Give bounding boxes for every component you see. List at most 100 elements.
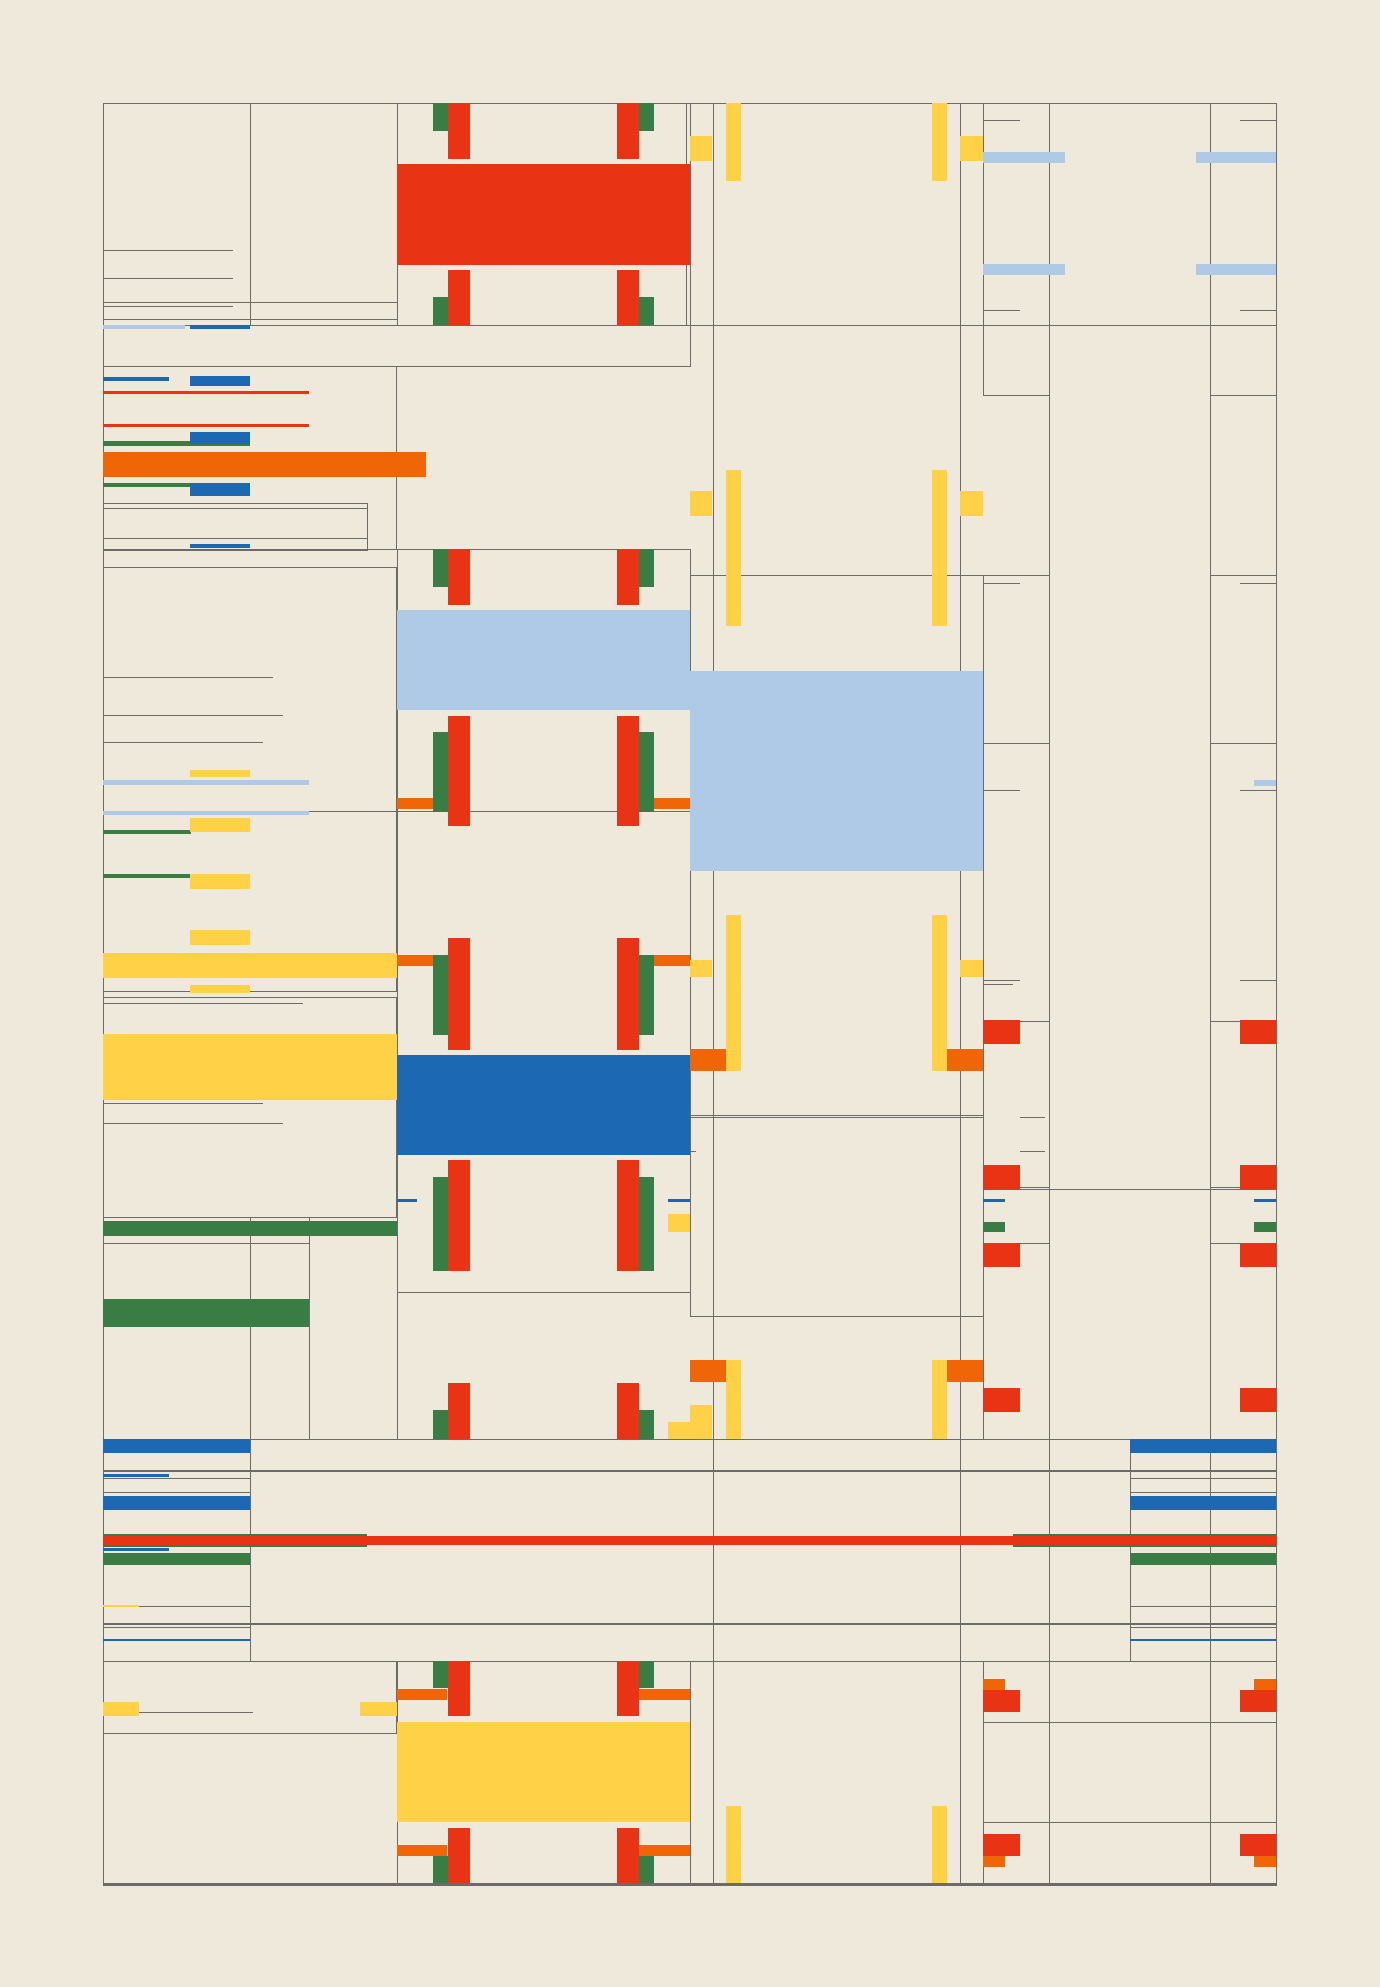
blue-block xyxy=(190,483,250,496)
yellow-block xyxy=(690,136,712,161)
green-block xyxy=(639,732,654,812)
green-block xyxy=(639,297,654,325)
yellow-block xyxy=(932,1806,947,1883)
red-block xyxy=(1240,1388,1276,1412)
green-block xyxy=(433,1410,448,1439)
green-block xyxy=(433,297,448,325)
red-block xyxy=(448,1160,470,1271)
red-block xyxy=(983,1690,1020,1712)
yellow-block xyxy=(726,915,741,1071)
outline-frame xyxy=(103,1623,1277,1625)
outline-frame xyxy=(103,1470,1277,1472)
orange-block xyxy=(397,955,433,966)
yellow-block xyxy=(190,818,250,832)
green-block xyxy=(103,483,250,487)
red-block xyxy=(448,270,470,325)
green-block xyxy=(433,955,448,1035)
green-block xyxy=(1130,1553,1276,1565)
red-block xyxy=(448,549,470,605)
red-block xyxy=(617,103,639,159)
orange-block xyxy=(1254,1679,1276,1690)
red-block xyxy=(448,1828,470,1883)
orange-block xyxy=(983,1679,1005,1690)
yellow-block xyxy=(960,491,983,516)
blue-block xyxy=(1130,1496,1276,1510)
outline-frame xyxy=(103,1883,1277,1885)
orange-block xyxy=(983,1856,1005,1867)
yellow-block xyxy=(397,1722,690,1822)
green-block xyxy=(103,1545,367,1547)
yellow-block xyxy=(690,960,712,977)
orange-block xyxy=(397,1845,447,1856)
green-block xyxy=(433,1661,448,1688)
orange-block xyxy=(103,452,426,477)
yellow-block xyxy=(103,1702,139,1716)
green-block xyxy=(433,549,448,587)
blue-block xyxy=(397,1199,417,1202)
green-block xyxy=(433,1177,448,1271)
green-block xyxy=(1013,1545,1276,1547)
orange-block xyxy=(947,1360,983,1382)
orange-block xyxy=(654,955,690,966)
yellow-block xyxy=(103,1034,397,1100)
light-blue-block xyxy=(103,780,309,785)
red-block xyxy=(1240,1165,1276,1189)
yellow-block xyxy=(726,103,741,181)
red-block xyxy=(103,391,309,394)
red-block xyxy=(448,1661,470,1716)
yellow-block xyxy=(190,985,250,993)
green-block xyxy=(103,441,250,446)
green-block xyxy=(103,874,191,878)
red-block xyxy=(617,549,639,605)
red-block xyxy=(1240,1690,1276,1712)
yellow-block xyxy=(960,136,983,161)
green-block xyxy=(103,1221,397,1236)
light-blue-block xyxy=(1196,264,1276,275)
yellow-block xyxy=(726,1806,741,1883)
yellow-block xyxy=(932,915,947,1071)
blue-block xyxy=(190,325,250,329)
green-block xyxy=(639,103,654,131)
yellow-block xyxy=(932,470,947,626)
light-blue-block xyxy=(1254,780,1276,786)
yellow-block xyxy=(932,103,947,181)
color-block-layer xyxy=(103,103,1276,1883)
green-block xyxy=(433,103,448,131)
orange-block xyxy=(639,1689,690,1700)
green-block xyxy=(639,549,654,587)
red-block xyxy=(617,938,639,1050)
blue-block xyxy=(103,1474,169,1477)
orange-block xyxy=(1254,1856,1276,1867)
red-block xyxy=(103,424,309,427)
yellow-block xyxy=(668,1214,690,1232)
yellow-block xyxy=(190,930,250,945)
red-block xyxy=(1240,1020,1276,1044)
green-block xyxy=(639,1856,654,1883)
green-block xyxy=(639,1661,654,1688)
green-block xyxy=(433,732,448,812)
yellow-block xyxy=(932,1360,947,1439)
blue-block xyxy=(190,432,250,444)
red-block xyxy=(103,1536,1276,1545)
outline-frame xyxy=(713,103,961,1884)
orange-block xyxy=(947,1049,983,1071)
green-block xyxy=(103,830,191,834)
green-block xyxy=(639,1410,654,1439)
red-block xyxy=(397,164,690,265)
light-blue-block xyxy=(397,610,690,710)
orange-block xyxy=(654,798,690,809)
red-block xyxy=(448,103,470,159)
red-block xyxy=(983,1020,1020,1044)
green-block xyxy=(103,1553,250,1565)
green-block xyxy=(983,1222,1005,1232)
green-block xyxy=(1254,1222,1276,1232)
red-block xyxy=(617,1160,639,1271)
red-block xyxy=(448,716,470,826)
orange-block xyxy=(639,1845,690,1856)
red-block xyxy=(617,1661,639,1716)
yellow-block xyxy=(360,1702,397,1716)
yellow-block xyxy=(690,1405,712,1439)
red-block xyxy=(1240,1834,1276,1856)
red-block xyxy=(617,1383,639,1439)
